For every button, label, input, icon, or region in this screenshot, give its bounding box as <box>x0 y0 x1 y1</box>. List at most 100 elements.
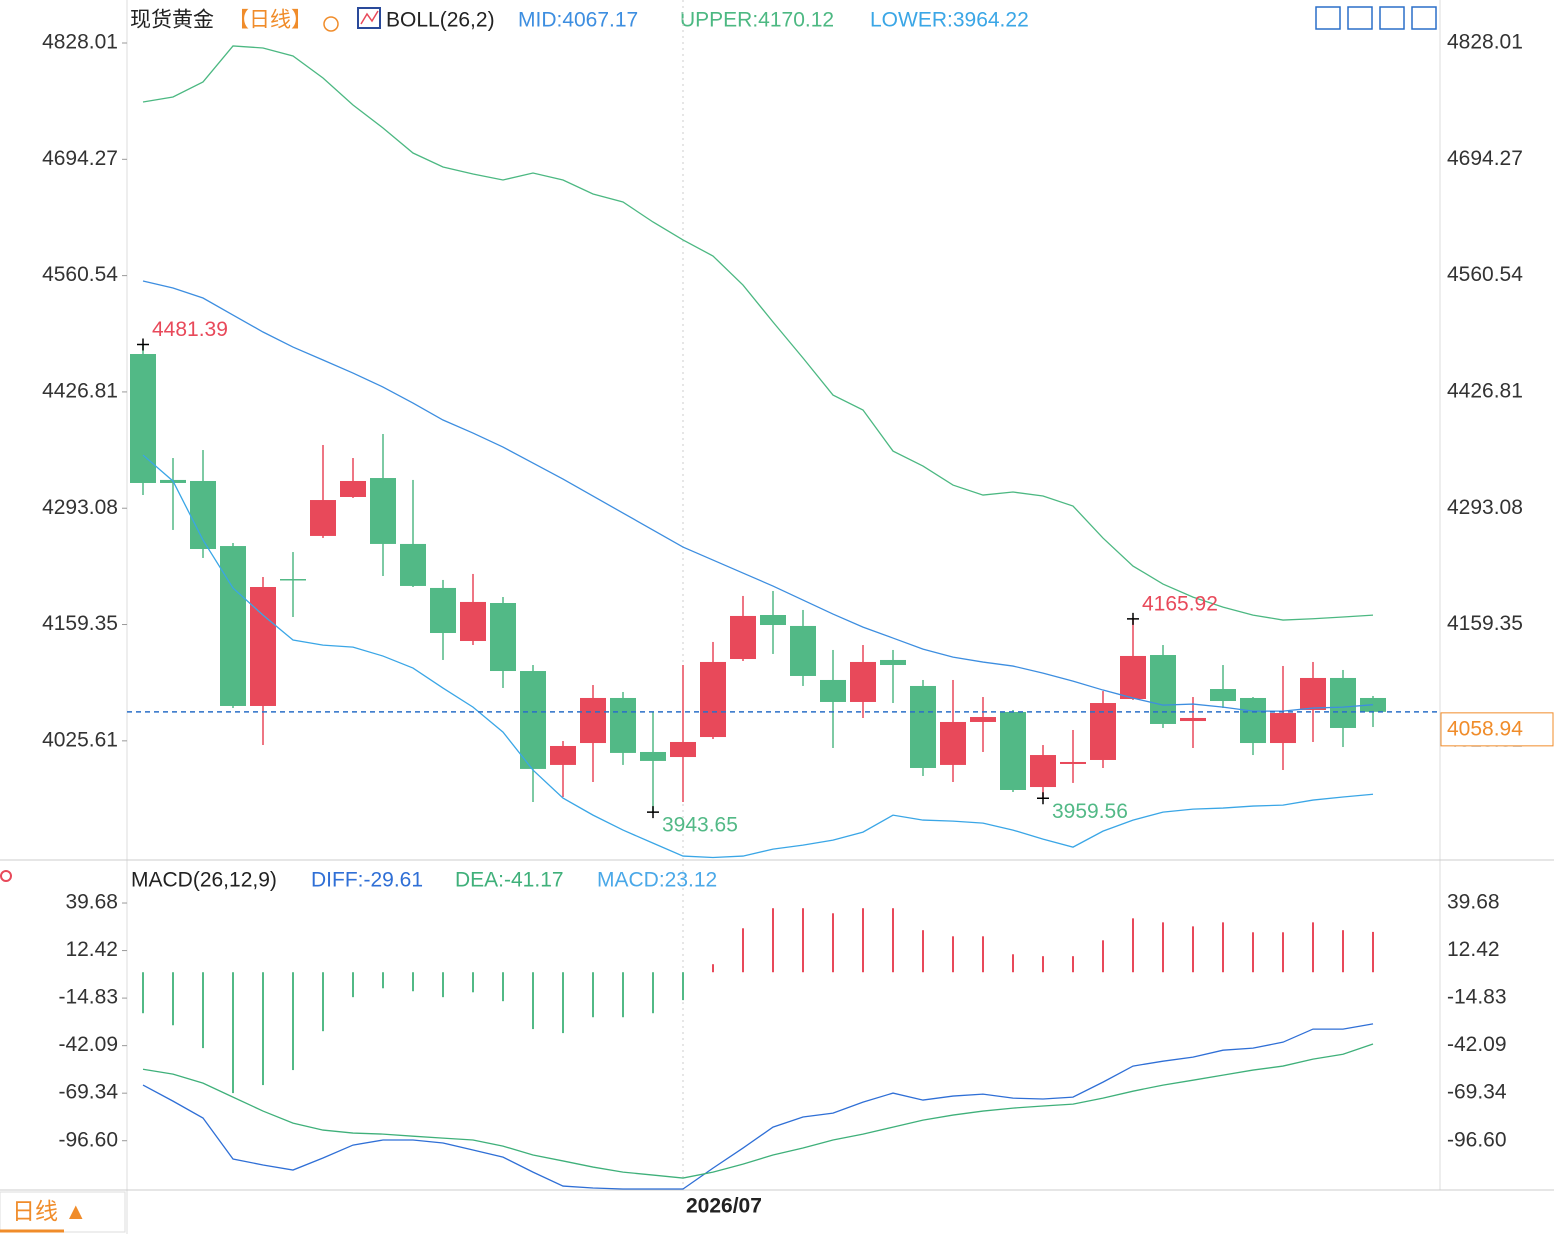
candle-body <box>130 354 156 483</box>
candle-body <box>370 478 396 544</box>
candle-body <box>1120 655 1146 700</box>
annotation-label: 3943.65 <box>662 814 738 837</box>
y-tick-label-right: 12.42 <box>1447 938 1500 961</box>
candle-body <box>640 751 666 761</box>
candle-body <box>1210 689 1236 702</box>
macd-title: MACD(26,12,9) <box>131 869 277 892</box>
toolbar-button[interactable] <box>1347 6 1373 30</box>
candle-body <box>790 625 816 676</box>
candle-body <box>910 685 936 768</box>
candle-body <box>940 721 966 765</box>
y-tick-label-right: 4828.01 <box>1447 31 1523 54</box>
y-tick-label-right: 4560.54 <box>1447 263 1523 286</box>
toolbar <box>1315 6 1437 30</box>
candle-body <box>670 741 696 758</box>
annotation-marker <box>1127 612 1139 625</box>
candle-body <box>250 587 276 706</box>
y-tick-label: -14.83 <box>58 986 118 1009</box>
y-tick-label: 4694.27 <box>42 147 118 170</box>
candle-body <box>340 480 366 497</box>
x-tick-label: 2026/07 <box>686 1195 762 1218</box>
candle-body <box>520 671 546 769</box>
y-tick-label: 4293.08 <box>42 496 118 519</box>
candle-body <box>730 615 756 660</box>
candle-body <box>220 546 246 706</box>
candle-body <box>310 500 336 536</box>
timeframe-tab-label[interactable]: 日线 ▲ <box>12 1198 87 1224</box>
candle-body <box>880 659 906 666</box>
candle-body <box>1270 713 1296 744</box>
macd-icon[interactable] <box>0 870 12 882</box>
candle-body <box>1180 717 1206 722</box>
timeframe-tab[interactable] <box>0 1191 126 1233</box>
candle-body <box>280 579 306 581</box>
period-label: 【日线】 <box>228 9 312 32</box>
candle-body <box>1300 677 1326 710</box>
y-tick-label: 4828.01 <box>42 31 118 54</box>
annotation-label: 3959.56 <box>1052 800 1128 823</box>
last-price-label: 4058.94 <box>1447 717 1523 740</box>
y-tick-label-right: 39.68 <box>1447 891 1500 914</box>
y-tick-label-right: 4426.81 <box>1447 379 1523 402</box>
candle-body <box>1150 655 1176 724</box>
y-tick-label-right: 4293.08 <box>1447 496 1523 519</box>
boll-line <box>142 454 1374 859</box>
candle-body <box>430 587 456 634</box>
y-tick-label-right: -42.09 <box>1447 1033 1507 1056</box>
legend-entry: DIFF:-29.61 <box>311 869 423 892</box>
candle-body <box>1060 761 1086 764</box>
annotation-marker <box>647 806 659 819</box>
y-tick-label: 39.68 <box>65 891 118 914</box>
toolbar-button[interactable] <box>1315 6 1341 30</box>
legend-entry: LOWER:3964.22 <box>870 9 1029 32</box>
indicator-icon-line <box>360 10 379 25</box>
y-tick-label: 4159.35 <box>42 612 118 635</box>
settings-icon[interactable] <box>323 16 339 32</box>
chart-title: 现货黄金 <box>130 9 214 32</box>
legend-entry: DEA:-41.17 <box>455 869 564 892</box>
legend-entry: MID:4067.17 <box>518 9 638 32</box>
y-tick-label-right: 4159.35 <box>1447 612 1523 635</box>
macd-line <box>142 1023 1374 1190</box>
annotation-label: 4481.39 <box>152 318 228 341</box>
candle-body <box>820 679 846 702</box>
annotation-marker <box>137 338 149 351</box>
y-tick-label: 4025.61 <box>42 728 118 751</box>
y-tick-label: -42.09 <box>58 1033 118 1056</box>
indicator-label: BOLL(26,2) <box>386 9 495 32</box>
toolbar-button[interactable] <box>1379 6 1405 30</box>
candle-body <box>1240 697 1266 744</box>
legend-entry: MACD:23.12 <box>597 869 717 892</box>
y-tick-label: 4560.54 <box>42 263 118 286</box>
candle-body <box>580 697 606 744</box>
y-tick-label: -96.60 <box>58 1128 118 1151</box>
y-tick-label: -69.34 <box>58 1081 118 1104</box>
candle-body <box>1030 755 1056 788</box>
candle-body <box>850 661 876 702</box>
candle-body <box>970 717 996 722</box>
candle-body <box>550 745 576 765</box>
y-tick-label-right: -96.60 <box>1447 1128 1507 1151</box>
annotation-marker <box>1037 792 1049 805</box>
boll-line <box>142 280 1374 712</box>
y-tick-label: 4426.81 <box>42 379 118 402</box>
toolbar-button[interactable] <box>1411 6 1437 30</box>
candle-body <box>460 601 486 642</box>
candle-body <box>760 615 786 626</box>
y-tick-label-right: -69.34 <box>1447 1081 1507 1104</box>
candle-body <box>1330 677 1356 728</box>
candle-body <box>700 661 726 738</box>
candle-body <box>190 480 216 549</box>
candle-body <box>1000 711 1026 790</box>
last-price-box <box>1440 712 1554 747</box>
annotation-label: 4165.92 <box>1142 592 1218 615</box>
candle-body <box>610 697 636 753</box>
legend-entry: UPPER:4170.12 <box>680 9 834 32</box>
candle-body <box>490 603 516 672</box>
indicator-icon[interactable] <box>357 7 381 29</box>
macd-line <box>142 1043 1374 1179</box>
y-tick-label-right: 4694.27 <box>1447 147 1523 170</box>
y-tick-label-right: -14.83 <box>1447 986 1507 1009</box>
candle-body <box>400 543 426 586</box>
